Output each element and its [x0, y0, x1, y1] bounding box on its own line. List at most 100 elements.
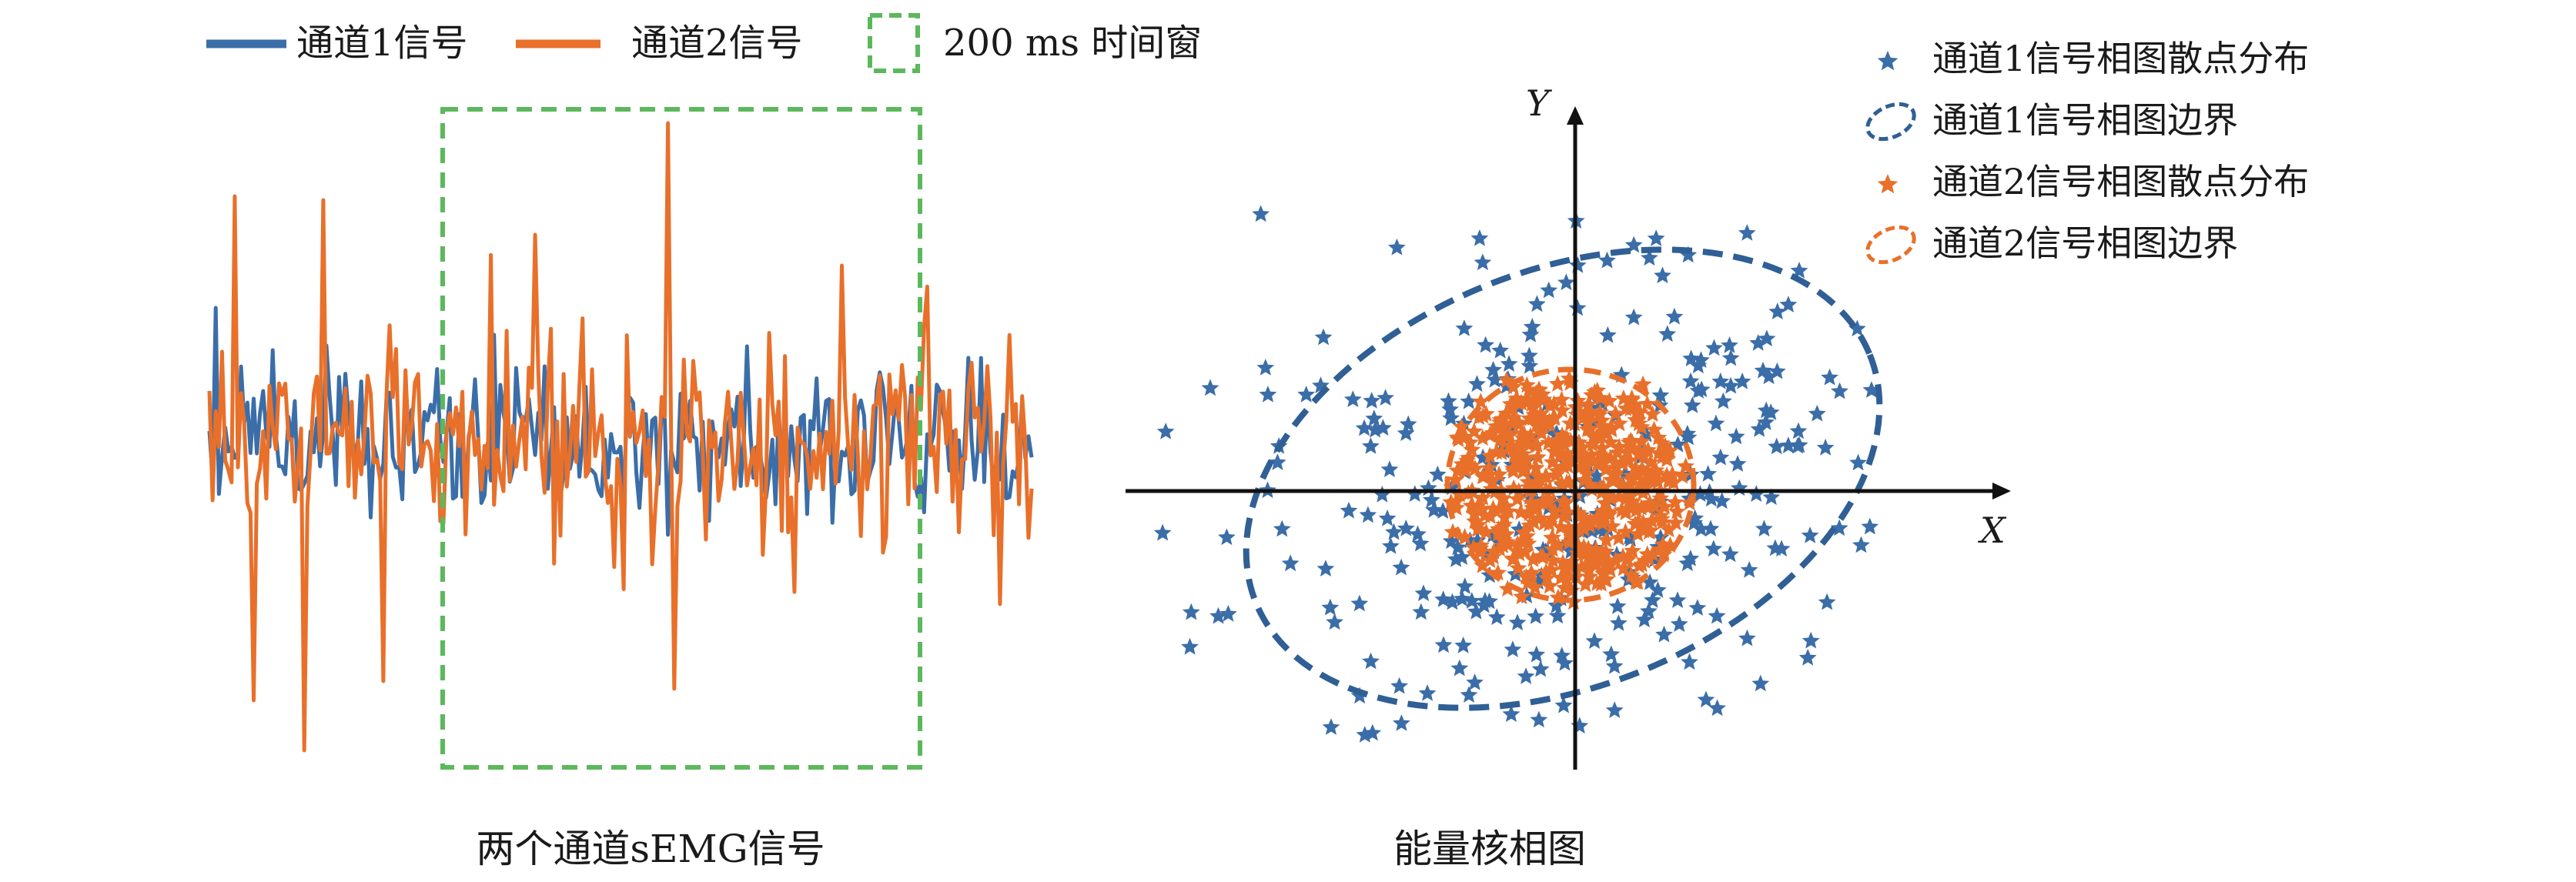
channel2-scatter-point — [1519, 473, 1537, 490]
channel1-scatter-point — [1521, 326, 1540, 342]
channel2-scatter-point — [1539, 493, 1557, 511]
channel1-scatter-point — [1682, 349, 1701, 366]
channel2-scatter-point — [1597, 571, 1614, 588]
channel1-scatter-point — [1259, 386, 1277, 403]
channel1-scatter-point — [1385, 523, 1403, 540]
channel1-scatter-point — [1679, 246, 1698, 263]
channel1-scatter-point — [1399, 415, 1417, 433]
channel2-scatter-point — [1523, 395, 1541, 412]
channel1-scatter-point — [1442, 532, 1460, 550]
channel2-scatter-point — [1508, 536, 1527, 554]
channel2-scatter-point — [1618, 550, 1636, 566]
channel1-scatter-point — [1470, 229, 1489, 246]
channel2-scatter-point — [1544, 453, 1561, 470]
channel2-scatter-point — [1576, 545, 1594, 562]
star-marker-icon — [1877, 51, 1899, 71]
channel1-scatter-point — [1665, 307, 1684, 325]
channel1-scatter-point — [1640, 602, 1658, 620]
channel2-scatter-point — [1620, 433, 1638, 450]
channel1-scatter-point — [1523, 317, 1541, 335]
channel1-scatter-point — [1738, 629, 1756, 646]
channel1-scatter-point — [1484, 360, 1502, 378]
channel1-scatter-point — [1181, 637, 1199, 655]
channel2-scatter-point — [1531, 414, 1549, 432]
channel2-scatter-point — [1461, 433, 1479, 450]
channel1-scatter-point — [1818, 593, 1836, 610]
channel2-scatter-point — [1508, 489, 1527, 507]
channel1-scatter-point — [1418, 684, 1437, 701]
channel2-scatter-point — [1474, 406, 1492, 424]
channel1-scatter-point — [1547, 596, 1565, 613]
channel1-scatter-point — [1156, 423, 1175, 439]
channel2-scatter-point — [1635, 552, 1654, 569]
channel1-scatter-point — [1362, 652, 1380, 670]
channel1-scatter-point — [1585, 632, 1604, 649]
channel1-scatter-point — [1531, 660, 1550, 677]
channel2-scatter-point — [1517, 376, 1536, 393]
channel2-scatter-point — [1630, 443, 1648, 460]
channel1-scatter-point — [1655, 625, 1673, 643]
channel1-scatter-point — [1273, 520, 1291, 537]
channel2-scatter-point — [1591, 403, 1609, 420]
channel1-scatter-point — [1862, 381, 1881, 398]
channel2-scatter-point — [1490, 465, 1508, 483]
channel1-scatter-point — [1697, 690, 1715, 708]
channel1-scatter-point — [1707, 414, 1725, 432]
channel1-scatter-point — [1610, 614, 1628, 631]
channel2-scatter-point — [1496, 508, 1514, 526]
channel2-scatter-point — [1641, 522, 1659, 540]
channel1-scatter-point — [1380, 460, 1399, 477]
channel2-scatter-point — [1558, 445, 1577, 462]
channel2-scatter-point — [1526, 578, 1544, 596]
channel2-scatter-point — [1513, 587, 1531, 605]
channel2-scatter-point — [1552, 518, 1570, 535]
channel2-scatter-point — [1554, 493, 1572, 509]
channel1-scatter-point — [1602, 645, 1621, 663]
signals-caption: 两个通道sEMG信号 — [476, 827, 825, 871]
channel2-scatter-point — [1532, 546, 1550, 564]
channel2-scatter-point — [1549, 536, 1567, 554]
channel2-scatter-point — [1593, 411, 1611, 429]
channel1-scatter-point — [1683, 396, 1701, 413]
channel1-scatter-point — [1556, 653, 1574, 671]
channel1-scatter-point — [1409, 525, 1427, 543]
channel2-scatter-point — [1655, 497, 1674, 515]
channel1-scatter-point — [1412, 603, 1430, 620]
channel2-scatter-point — [1481, 551, 1499, 569]
channel2-scatter-point — [1514, 445, 1532, 463]
signals-panel: 通道1信号 通道2信号 200 ms 时间窗 两个通道sEMG信号 — [206, 13, 1202, 871]
channel2-scatter-point — [1613, 501, 1631, 518]
channel1-scatter-point — [1397, 424, 1415, 441]
channel2-scatter-points — [1442, 369, 1698, 610]
ch2-scatter-legend-label: 通道2信号相图散点分布 — [1932, 161, 2309, 202]
channel2-scatter-point — [1618, 489, 1636, 506]
channel2-scatter-point — [1654, 535, 1672, 553]
channel2-scatter-point — [1538, 569, 1556, 586]
channel2-scatter-point — [1554, 508, 1573, 525]
channel1-scatter-point — [1322, 718, 1340, 735]
channel2-scatter-point — [1537, 467, 1555, 484]
channel2-scatter-point — [1528, 448, 1547, 466]
channel1-scatter-point — [1500, 355, 1518, 372]
channel1-scatter-point — [1548, 606, 1567, 624]
channel2-scatter-point — [1594, 546, 1612, 563]
channel2-scatter-point — [1597, 530, 1615, 548]
channel1-scatter-point — [1641, 249, 1658, 266]
channel2-scatter-point — [1660, 520, 1678, 538]
channel1-scatter-point — [1390, 677, 1408, 694]
channel2-scatter-point — [1614, 547, 1632, 565]
channel1-scatter-point — [1477, 336, 1495, 353]
channel1-scatter-point — [1321, 598, 1340, 616]
channel2-scatter-point — [1504, 459, 1522, 476]
channel1-scatter-point — [1201, 379, 1219, 396]
channel1-scatter-point — [1456, 577, 1474, 594]
channel1-scatter-point — [1721, 376, 1740, 394]
channel2-scatter-point — [1591, 389, 1610, 406]
channel1-scatter-point — [1423, 491, 1440, 508]
channel1-scatter-point — [1691, 485, 1709, 502]
channel1-scatter-point — [1447, 550, 1465, 567]
channel2-scatter-point — [1490, 432, 1509, 449]
channel1-scatter-point — [1444, 593, 1461, 610]
channel2-scatter-point — [1608, 443, 1627, 461]
channel1-scatter-point — [1733, 373, 1751, 389]
